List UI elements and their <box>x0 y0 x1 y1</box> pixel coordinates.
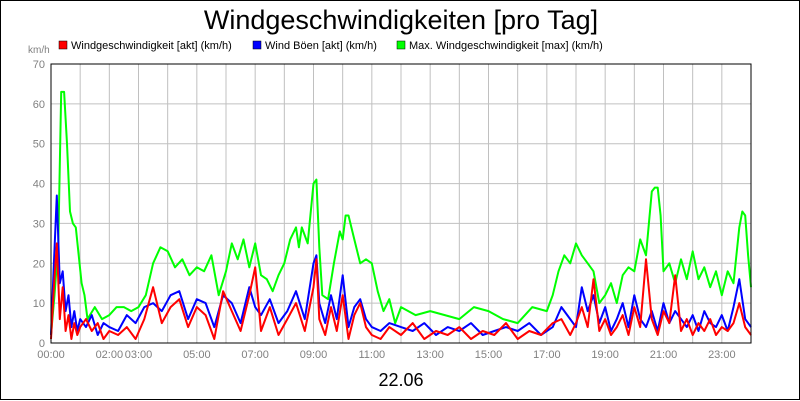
x-tick-label: 21:00 <box>650 349 678 361</box>
y-axis-ticks: 0 10 20 30 40 50 60 70 <box>33 59 45 350</box>
x-tick-label: 17:00 <box>533 349 561 361</box>
legend-swatch <box>396 40 406 50</box>
x-tick-label: 23:00 <box>708 349 736 361</box>
y-axis-unit: km/h <box>28 45 50 56</box>
x-tick-label: 00:00 <box>37 349 65 361</box>
y-tick-label: 0 <box>39 338 45 350</box>
plot-area-border <box>50 63 752 344</box>
legend-swatch <box>58 40 68 50</box>
x-tick-label: 15:00 <box>475 349 503 361</box>
legend: Windgeschwindigkeit [akt] (km/h) Wind Böe… <box>58 40 603 52</box>
y-tick-label: 30 <box>33 218 45 230</box>
x-tick-label: 11:00 <box>358 349 385 361</box>
series-line <box>50 194 752 336</box>
series-line <box>50 90 752 336</box>
y-tick-label: 70 <box>33 59 45 71</box>
x-axis-ticks: 00:00 02:00 03:00 05:00 07:00 09:00 11:00 13:00… <box>37 349 735 361</box>
x-tick-label: 13:00 <box>416 349 444 361</box>
x-tick-label: 07:00 <box>241 349 269 361</box>
y-tick-label: 20 <box>33 258 45 270</box>
y-tick-label: 50 <box>33 139 45 151</box>
legend-label: Windgeschwindigkeit [akt] (km/h) <box>71 40 232 52</box>
x-tick-label: 02:00 <box>96 349 124 361</box>
y-tick-label: 60 <box>33 99 45 111</box>
x-tick-label: 05:00 <box>183 349 211 361</box>
x-tick-label: 19:00 <box>591 349 619 361</box>
x-tick-label: 09:00 <box>300 349 328 361</box>
y-tick-label: 10 <box>33 298 45 310</box>
x-axis-date-label: 22.06 <box>378 370 423 390</box>
chart-title: Windgeschwindigkeiten [pro Tag] <box>204 5 598 35</box>
series-lines <box>50 90 752 340</box>
x-tick-label: 03:00 <box>125 349 153 361</box>
legend-label: Max. Windgeschwindigkeit [max] (km/h) <box>409 40 603 52</box>
legend-label: Wind Böen [akt] (km/h) <box>265 40 377 52</box>
legend-swatch <box>252 40 262 50</box>
series-line <box>50 242 752 340</box>
y-tick-label: 40 <box>33 179 45 191</box>
